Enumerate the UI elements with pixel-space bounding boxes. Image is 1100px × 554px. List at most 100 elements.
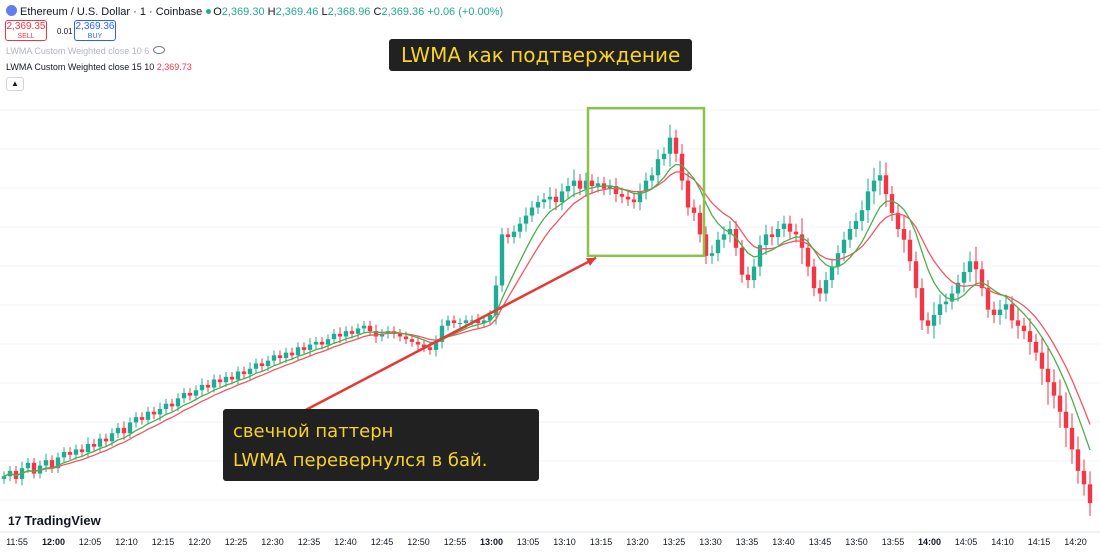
x-tick-label: 14:15 — [1028, 537, 1051, 547]
x-tick-label: 13:20 — [626, 537, 649, 547]
candle-body — [283, 352, 289, 358]
sell-button[interactable]: 2,369.35 SELL — [5, 20, 47, 41]
candle-body — [859, 210, 865, 221]
buy-button[interactable]: 2,369.36 BUY — [74, 20, 116, 41]
x-tick-label: 13:45 — [809, 537, 832, 547]
candle-body — [991, 309, 997, 315]
candle-body — [541, 199, 547, 203]
candle-body — [277, 355, 283, 358]
candle-body — [379, 333, 385, 337]
candle-body — [847, 229, 853, 240]
candle-body — [31, 462, 37, 474]
candle-body — [217, 379, 223, 383]
candle-body — [367, 325, 373, 332]
candle-body — [373, 331, 379, 337]
candle-body — [139, 417, 145, 420]
candle-body — [865, 191, 871, 211]
candle-body — [1081, 470, 1087, 485]
candle-body — [505, 234, 511, 238]
candle-body — [121, 427, 127, 434]
candle-body — [805, 247, 811, 267]
x-tick-label: 12:50 — [407, 537, 430, 547]
tradingview-logo-text: TradingView — [24, 513, 101, 528]
candle-body — [793, 231, 799, 235]
x-tick-label: 12:30 — [261, 537, 284, 547]
candle-body — [439, 325, 445, 342]
candle-body — [331, 333, 337, 340]
x-tick-label: 12:55 — [444, 537, 467, 547]
x-tick-label: 12:45 — [371, 537, 394, 547]
candle-body — [415, 341, 421, 345]
candle-body — [1087, 484, 1093, 504]
candle-body — [223, 376, 229, 383]
candle-body — [469, 320, 475, 322]
candle-body — [163, 403, 169, 410]
candle-body — [361, 325, 367, 329]
x-tick-label: 12:20 — [188, 537, 211, 547]
candle-body — [145, 411, 151, 420]
candle-body — [397, 333, 403, 337]
candle-body — [685, 180, 691, 208]
sell-price: 2,369.35 — [6, 21, 46, 32]
candle-body — [967, 261, 973, 272]
x-tick-label: 13:10 — [553, 537, 576, 547]
candle-body — [115, 427, 121, 434]
candle-body — [577, 180, 583, 189]
candle-body — [409, 339, 415, 342]
x-tick-label: 13:55 — [882, 537, 905, 547]
candle-body — [1063, 411, 1069, 428]
buy-price: 2,369.36 — [75, 21, 115, 32]
indicator-legend-2[interactable]: LWMA Custom Weighted close 15 10 2,369.7… — [6, 62, 192, 72]
candle-body — [1003, 304, 1009, 310]
candle-body — [1051, 382, 1057, 396]
candle-body — [85, 444, 91, 453]
candle-body — [853, 220, 859, 229]
tradingview-logo: 17 TradingView — [8, 513, 101, 528]
chevron-up-icon[interactable]: ▲ — [6, 77, 24, 91]
candle-body — [499, 234, 505, 286]
candle-body — [823, 280, 829, 294]
candle-body — [103, 438, 109, 442]
candle-body — [727, 229, 733, 235]
candle-body — [67, 452, 73, 455]
candle-body — [109, 433, 115, 442]
candle-body — [1075, 449, 1081, 471]
grid — [0, 109, 1100, 501]
candle-body — [889, 194, 895, 213]
symbol-header: Ethereum / U.S. Dollar · 1 · Coinbase O2,… — [6, 5, 503, 18]
candle-body — [595, 183, 601, 186]
candle-body — [175, 398, 181, 407]
close-value: 2,369.36 — [381, 6, 425, 18]
x-tick-label: 13:05 — [517, 537, 540, 547]
candle-body — [1009, 304, 1015, 321]
ethereum-icon — [6, 5, 17, 16]
candle-body — [265, 360, 271, 367]
tradingview-logo-icon: 17 — [8, 514, 22, 528]
candle-body — [271, 355, 277, 361]
candle-body — [547, 196, 553, 200]
candle-body — [313, 341, 319, 345]
candle-body — [661, 153, 667, 160]
arrow-head — [586, 257, 596, 266]
candle-body — [787, 223, 793, 232]
indicator-legend-1[interactable]: LWMA Custom Weighted close 10 6 — [6, 46, 166, 56]
lwma-fast-line — [3, 163, 1091, 477]
candle-body — [943, 301, 949, 305]
x-tick-label: 14:20 — [1064, 537, 1087, 547]
x-tick-label: 12:40 — [334, 537, 357, 547]
candle-body — [73, 449, 79, 455]
x-tick-label: 13:40 — [772, 537, 795, 547]
x-tick-label: 12:10 — [115, 537, 138, 547]
x-tick-label: 13:15 — [590, 537, 613, 547]
candle-body — [349, 331, 355, 334]
candle-body — [241, 371, 247, 375]
x-tick-label: 13:30 — [699, 537, 722, 547]
low-value: 2,368.96 — [327, 6, 371, 18]
high-value: 2,369.46 — [275, 6, 319, 18]
candle-body — [703, 234, 709, 256]
eye-hidden-icon[interactable] — [153, 46, 166, 54]
x-tick-label: 12:15 — [152, 537, 175, 547]
candle-body — [229, 376, 235, 380]
candle-body — [619, 194, 625, 197]
